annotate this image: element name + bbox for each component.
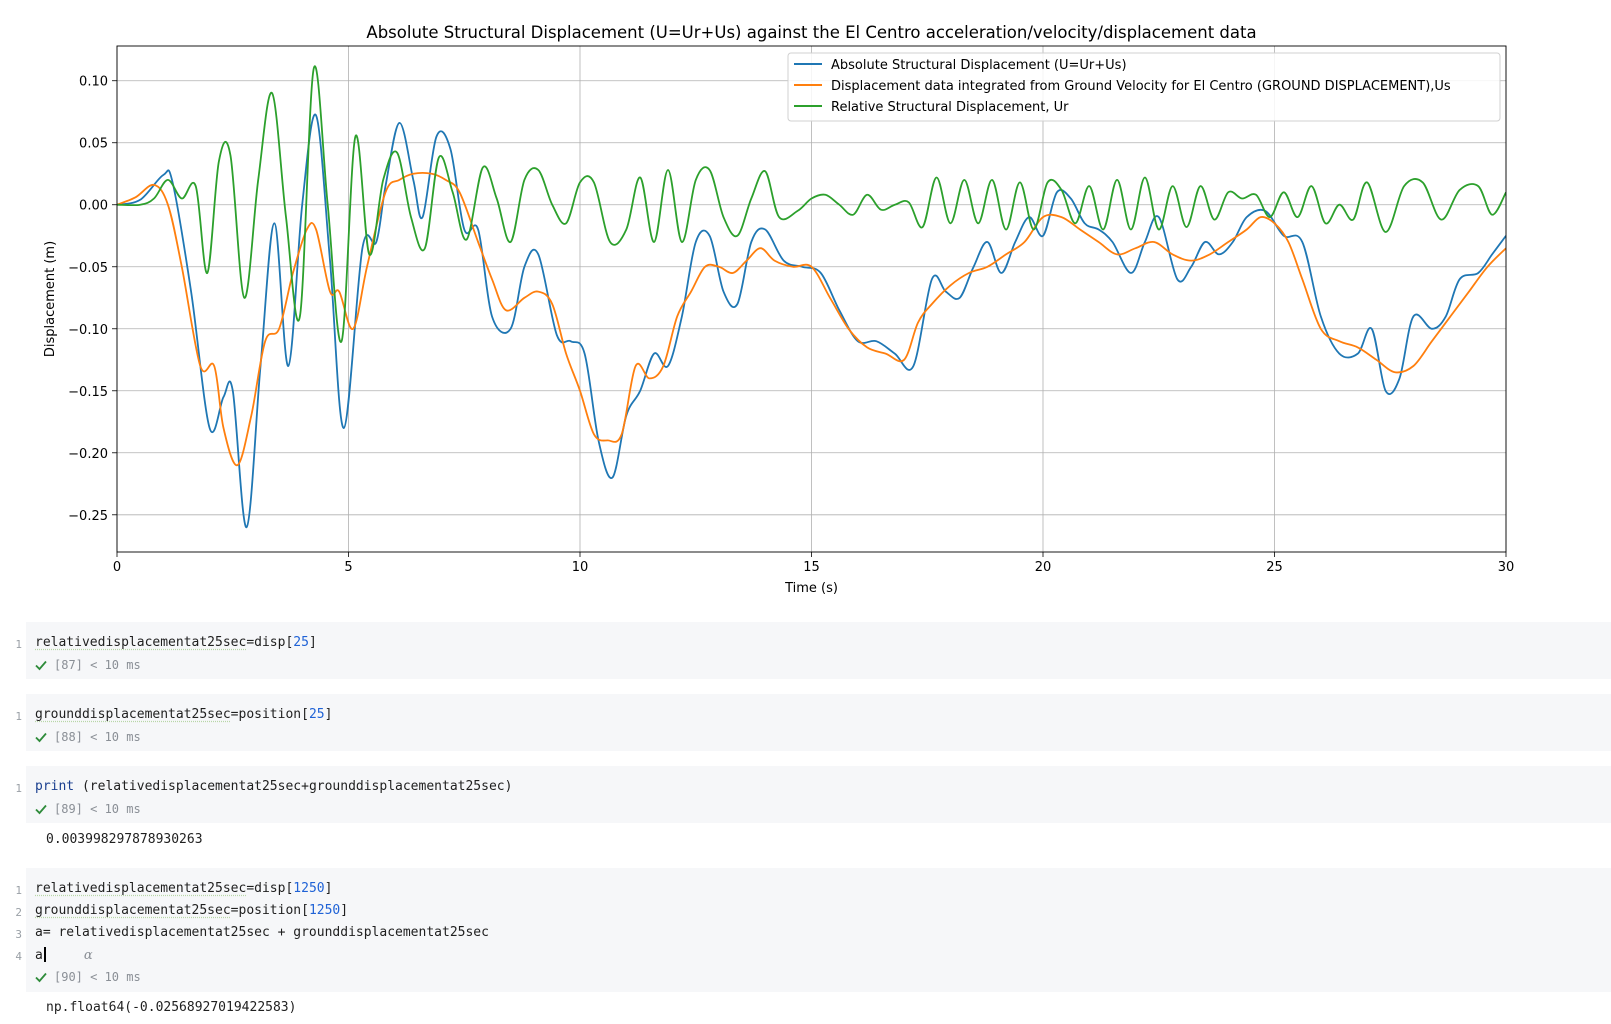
code-line[interactable]: a= relativedisplacementat25sec + groundd… [35,925,489,940]
number-literal: 25 [293,635,309,650]
execution-count: [89] < 10 ms [54,802,141,816]
x-axis-label: Time (s) [784,581,838,596]
x-tick-label: 15 [803,560,820,575]
code-line[interactable]: print (relativedisplacementat25sec+groun… [35,779,512,794]
execution-count: [88] < 10 ms [54,730,141,744]
legend-label: Relative Structural Displacement, Ur [831,100,1069,115]
number-literal: 25 [308,707,325,722]
code-text: =disp[ [246,635,294,650]
y-tick-label: 0.10 [79,75,108,90]
y-tick-label: −0.15 [68,385,108,400]
legend-label: Absolute Structural Displacement (U=Ur+U… [831,58,1127,73]
execution-status: [87] < 10 ms [34,658,141,672]
x-tick-label: 10 [572,560,589,575]
execution-status: [90] < 10 ms [34,970,141,984]
identifier: relativedisplacementat25sec [35,881,247,896]
chart-figure: 0 5 10 15 20 25 30 0.10 0.05 0.00 −0.05 −0.10 −0.15 −… [43,23,1515,596]
legend-box [787,52,1501,122]
code-line[interactable]: grounddisplacementat25sec=position[25] [35,707,332,722]
code-text: a= relativedisplacementat25sec + groundd… [35,925,489,940]
check-icon [35,660,47,671]
code-text: =disp[ [246,881,294,896]
execution-status: [88] < 10 ms [34,730,141,744]
y-tick-label: 0.00 [79,199,108,214]
line-number: 1 [15,638,22,651]
code-cell-87[interactable]: 1 relativedisplacementat25sec=disp[25] [… [15,622,1611,679]
line-number: 3 [15,928,22,941]
code-text: (relativedisplacementat25sec+grounddispl… [74,779,513,794]
code-text: ] [324,707,333,722]
chart-title: Absolute Structural Displacement (U=Ur+U… [366,23,1256,42]
execution-count: [90] < 10 ms [54,970,141,984]
y-axis-label: Displacement (m) [43,241,58,357]
text-cursor [43,947,46,962]
cell-output: 0.003998297878930263 [46,832,203,847]
x-tick-label: 20 [1035,560,1052,575]
line-number: 1 [15,884,22,897]
series-line-2 [117,65,1506,343]
code-line[interactable]: relativedisplacementat25sec=disp[1250] [35,881,332,896]
code-text: =position[ [230,707,309,722]
code-line[interactable]: relativedisplacementat25sec=disp[25] [35,635,317,650]
number-literal: 1250 [293,881,325,896]
x-tick-label: 30 [1498,560,1515,575]
code-cell-88[interactable]: 1 grounddisplacementat25sec=position[25]… [15,694,1611,751]
check-icon [35,804,47,815]
identifier: grounddisplacementat25sec [35,707,231,722]
plot-frame [116,45,1507,553]
code-text: a [35,948,43,963]
code-line[interactable]: grounddisplacementat25sec=position[1250] [35,903,348,918]
line-number: 1 [15,782,22,795]
cell-output: np.float64(-0.02568927019422583) [46,1000,297,1015]
execution-count: [87] < 10 ms [54,658,141,672]
code-text: =position[ [230,903,309,918]
line-number: 1 [15,710,22,723]
code-text: ] [308,635,317,650]
series-line-0 [117,113,1506,529]
code-cell-89[interactable]: 1 print (relativedisplacementat25sec+gro… [15,766,1611,823]
check-icon [35,732,47,743]
identifier: relativedisplacementat25sec [35,635,247,650]
x-tick-label: 0 [113,560,121,575]
execution-status: [89] < 10 ms [34,802,141,816]
y-tick-label: −0.20 [68,447,108,462]
identifier: grounddisplacementat25sec [35,903,231,918]
keyword: print [35,779,75,794]
code-text: ] [324,881,333,896]
code-text: ] [340,903,349,918]
check-icon [35,972,47,983]
inline-hint: α [83,948,93,963]
line-number: 2 [15,906,22,919]
x-tick-label: 25 [1266,560,1283,575]
x-tick-label: 5 [344,560,352,575]
y-tick-label: 0.05 [79,137,108,152]
y-tick-label: −0.25 [68,509,108,524]
number-literal: 1250 [308,903,341,918]
code-cell-90[interactable]: 1 2 3 4 relativedisplacementat25sec=disp… [15,868,1611,992]
y-tick-label: −0.05 [68,261,108,276]
series-line-1 [117,172,1506,467]
chart-svg: 0 5 10 15 20 25 30 0.10 0.05 0.00 −0.05 −0.10 −0.15 −… [43,23,1515,596]
y-tick-label: −0.10 [68,323,108,338]
line-number: 4 [15,950,22,963]
legend-label: Displacement data integrated from Ground… [831,79,1451,94]
